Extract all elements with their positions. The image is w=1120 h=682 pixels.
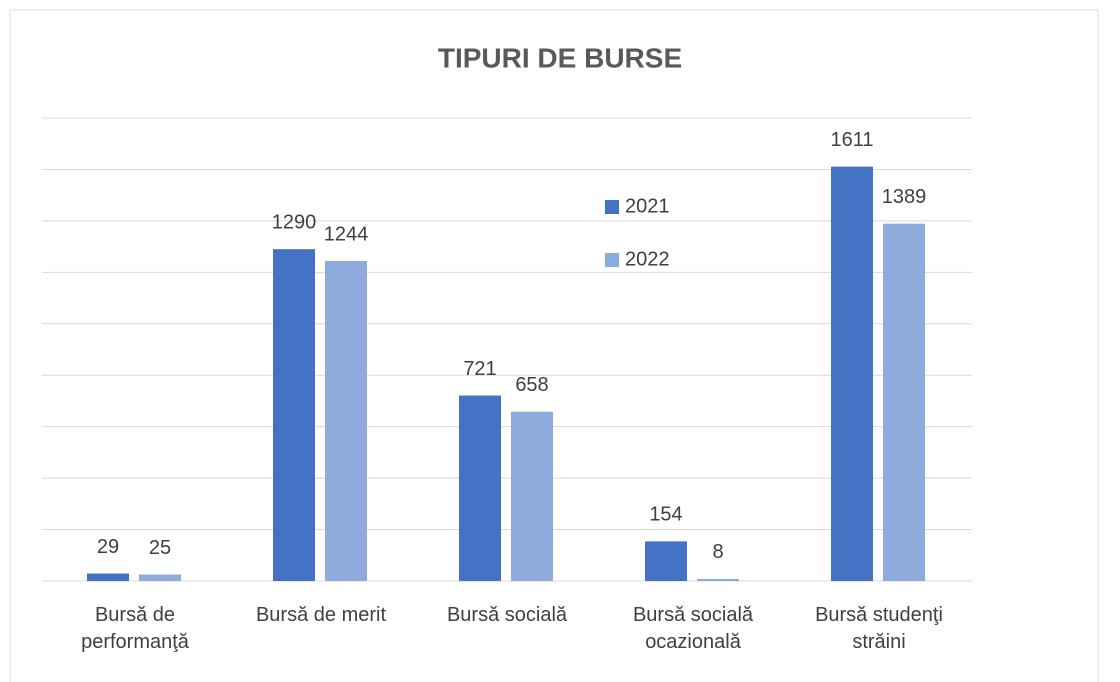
data-label: 8 [712, 541, 723, 563]
x-tick-label: Bursă de merit [255, 604, 387, 626]
chart-frame [9, 9, 1099, 682]
data-label: 658 [515, 374, 548, 396]
data-label: 154 [649, 504, 682, 526]
bar [87, 573, 129, 581]
chart-title: TIPURI DE BURSE [438, 42, 682, 73]
legend-swatch [605, 200, 619, 214]
x-tick-label: Bursă de performanţă [81, 604, 189, 653]
bar [325, 261, 367, 581]
data-label: 1244 [324, 223, 369, 245]
bar [697, 578, 739, 581]
bar [883, 223, 925, 582]
x-tick-label: Bursă socială ocazională [632, 604, 754, 653]
legend-label: 2021 [625, 195, 670, 217]
bar [273, 249, 315, 581]
data-label: 1389 [882, 186, 927, 208]
bar [645, 541, 687, 581]
bar [511, 411, 553, 581]
data-label: 1290 [272, 211, 317, 233]
x-tick-label: Bursă socială [446, 604, 568, 626]
bar [831, 166, 873, 582]
data-label: 25 [149, 537, 171, 559]
data-label: 721 [463, 358, 496, 380]
legend-label: 2022 [625, 248, 670, 270]
bar [139, 574, 181, 581]
data-label: 29 [97, 536, 119, 558]
bar [459, 395, 501, 581]
data-label: 1611 [830, 129, 873, 151]
legend-swatch [605, 253, 619, 267]
x-tick-label: Bursă studenţi străini [815, 604, 943, 653]
